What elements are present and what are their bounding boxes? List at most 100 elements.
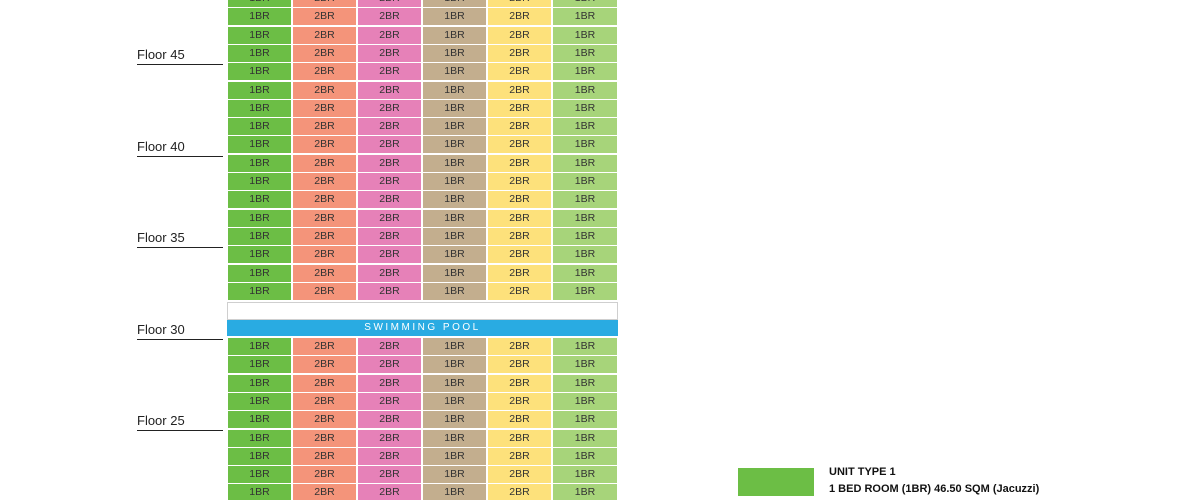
unit-cell: 1BR — [422, 392, 487, 411]
unit-cell: 1BR — [227, 136, 292, 155]
unit-cell: 1BR — [422, 484, 487, 500]
unit-cell: 2BR — [487, 136, 552, 155]
unit-cell: 1BR — [227, 63, 292, 82]
unit-cell: 2BR — [357, 411, 422, 430]
unit-cell: 1BR — [227, 191, 292, 210]
unit-cell: 1BR — [552, 392, 618, 411]
unit-cell: 1BR — [552, 8, 618, 27]
unit-cell: 1BR — [227, 154, 292, 173]
floor-label-25: Floor 25 — [137, 413, 223, 431]
unit-cell: 1BR — [227, 356, 292, 375]
unit-cell: 1BR — [422, 429, 487, 448]
unit-cell: 2BR — [487, 173, 552, 191]
unit-cell: 2BR — [487, 191, 552, 210]
swimming-pool-band: SWIMMING POOL — [227, 320, 618, 336]
unit-cell: 1BR — [552, 356, 618, 375]
unit-cell: 2BR — [292, 173, 357, 191]
unit-cell: 2BR — [487, 282, 552, 301]
unit-cell: 2BR — [487, 44, 552, 63]
unit-cell: 1BR — [422, 282, 487, 301]
unit-cell: 1BR — [422, 246, 487, 265]
unit-cell: 1BR — [227, 99, 292, 118]
unit-cell: 1BR — [552, 227, 618, 246]
unit-cell: 2BR — [357, 44, 422, 63]
unit-cell: 2BR — [487, 429, 552, 448]
unit-cell: 1BR — [422, 466, 487, 485]
unit-cell: 2BR — [487, 356, 552, 375]
unit-cell: 1BR — [227, 264, 292, 283]
unit-cell: 2BR — [357, 154, 422, 173]
unit-cell: 2BR — [487, 374, 552, 393]
unit-cell: 1BR — [422, 99, 487, 118]
unit-cell: 1BR — [552, 374, 618, 393]
unit-cell: 1BR — [552, 191, 618, 210]
unit-cell: 1BR — [552, 63, 618, 82]
unit-cell: 2BR — [292, 411, 357, 430]
unit-cell: 2BR — [487, 392, 552, 411]
unit-cell: 2BR — [357, 374, 422, 393]
unit-cell: 2BR — [292, 26, 357, 45]
unit-cell: 1BR — [227, 0, 292, 8]
unit-cell: 1BR — [552, 154, 618, 173]
unit-cell: 1BR — [552, 429, 618, 448]
unit-cell: 2BR — [292, 136, 357, 155]
floor-label-30: Floor 30 — [137, 322, 223, 340]
unit-cell: 2BR — [357, 429, 422, 448]
unit-cell: 1BR — [552, 118, 618, 137]
unit-cell: 2BR — [292, 392, 357, 411]
unit-cell: 1BR — [552, 264, 618, 283]
unit-cell: 2BR — [292, 429, 357, 448]
unit-cell: 2BR — [292, 466, 357, 485]
unit-cell: 1BR — [422, 44, 487, 63]
unit-cell: 2BR — [292, 484, 357, 500]
unit-cell: 2BR — [487, 411, 552, 430]
unit-cell: 2BR — [292, 447, 357, 466]
unit-cell: 2BR — [487, 227, 552, 246]
unit-cell: 1BR — [552, 209, 618, 228]
unit-cell: 2BR — [292, 44, 357, 63]
unit-cell: 2BR — [357, 136, 422, 155]
unit-cell: 1BR — [227, 484, 292, 500]
unit-cell: 2BR — [292, 99, 357, 118]
unit-cell: 1BR — [552, 136, 618, 155]
unit-cell: 1BR — [552, 411, 618, 430]
unit-cell: 1BR — [422, 356, 487, 375]
unit-cell: 1BR — [227, 411, 292, 430]
floor-label-40: Floor 40 — [137, 139, 223, 157]
unit-cell: 2BR — [292, 154, 357, 173]
unit-cell: 2BR — [487, 264, 552, 283]
unit-cell: 2BR — [487, 81, 552, 100]
unit-cell: 1BR — [422, 63, 487, 82]
unit-cell: 2BR — [357, 209, 422, 228]
legend-title: UNIT TYPE 1 — [829, 466, 896, 478]
unit-cell: 1BR — [227, 209, 292, 228]
unit-cell: 2BR — [487, 8, 552, 27]
unit-cell: 2BR — [292, 374, 357, 393]
unit-cell: 1BR — [552, 26, 618, 45]
unit-cell: 2BR — [292, 81, 357, 100]
unit-cell: 2BR — [292, 356, 357, 375]
unit-cell: 2BR — [292, 209, 357, 228]
unit-cell: 2BR — [487, 154, 552, 173]
unit-cell: 2BR — [357, 173, 422, 191]
unit-cell: 2BR — [357, 338, 422, 356]
unit-cell: 1BR — [227, 282, 292, 301]
unit-cell: 2BR — [357, 282, 422, 301]
unit-cell: 1BR — [552, 0, 618, 8]
unit-cell: 2BR — [357, 447, 422, 466]
pool-deck — [227, 302, 618, 320]
